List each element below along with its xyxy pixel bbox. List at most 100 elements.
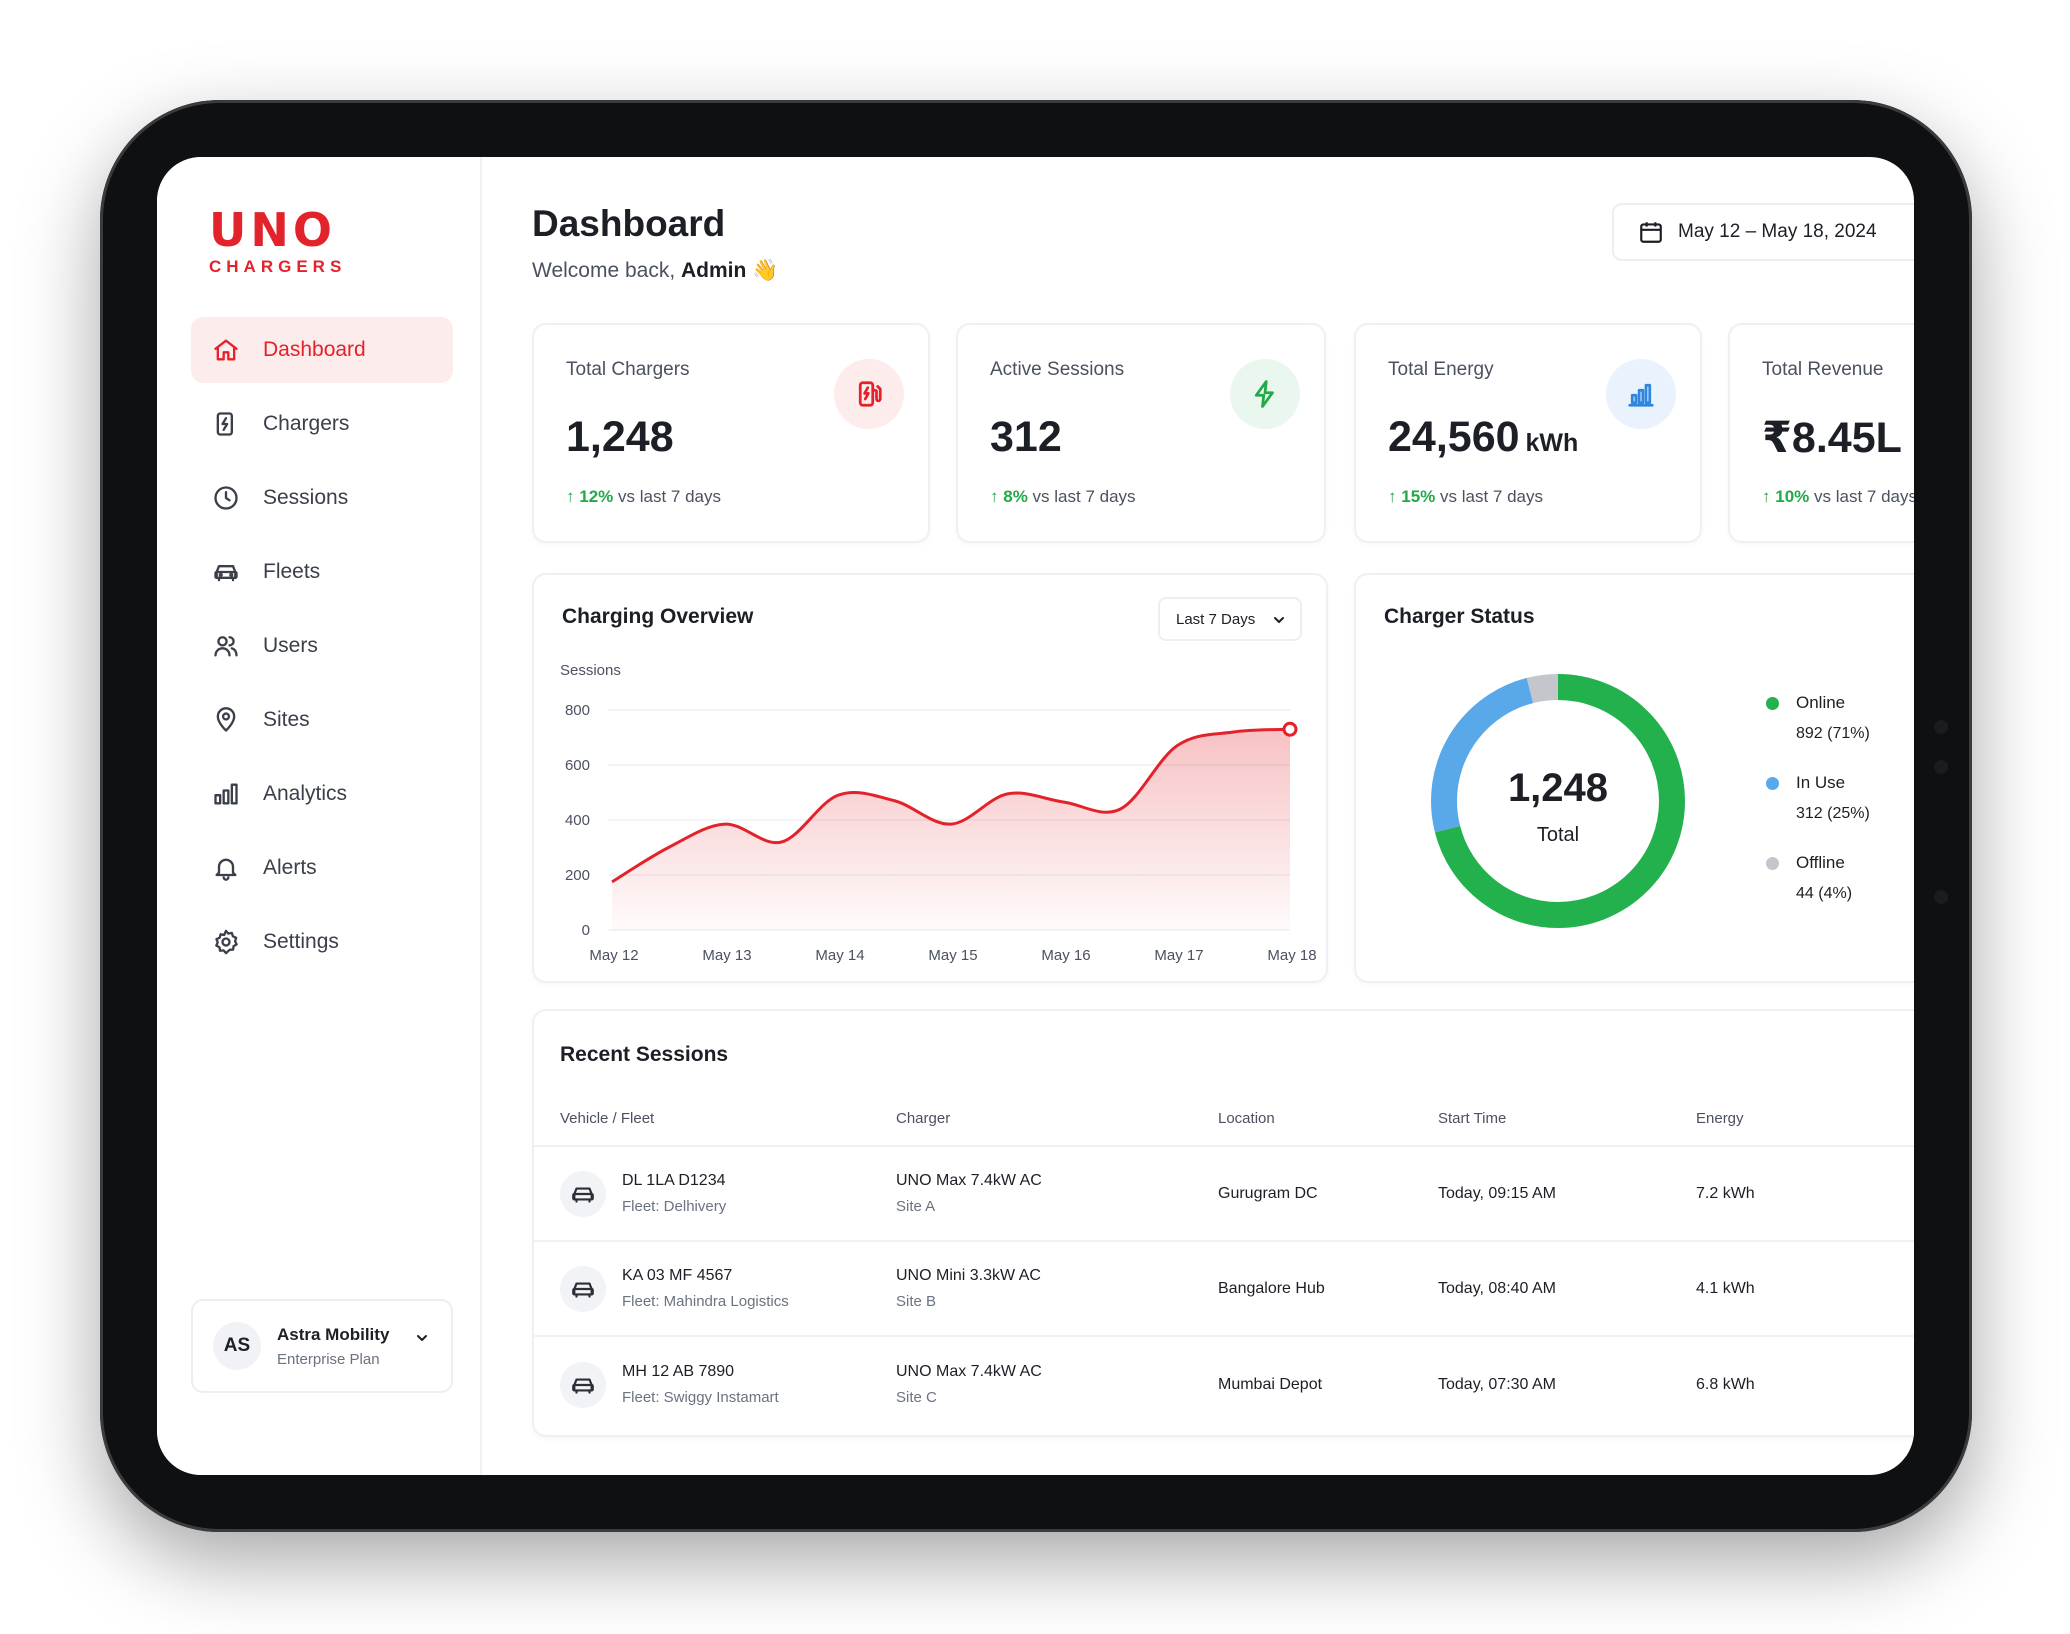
sidebar-item-users[interactable]: Users: [191, 613, 453, 679]
table-row[interactable]: MH 12 AB 7890 Fleet: Swiggy Instamart UN…: [534, 1337, 1914, 1432]
avatar: AS: [213, 1322, 261, 1370]
sidebar-item-settings[interactable]: Settings: [191, 909, 453, 975]
stat-value: ₹8.45L: [1762, 413, 1902, 463]
sidebar-item-analytics[interactable]: Analytics: [191, 761, 453, 827]
sensor-dot: [1934, 760, 1948, 774]
donut-segment-in-use[interactable]: [1431, 674, 1685, 928]
stat-card-total-revenue: Total Revenue ₹8.45L ↑ 10% vs last 7 day…: [1728, 323, 1914, 543]
arrow-up-icon: ↑: [1762, 487, 1776, 506]
stat-label: Total Revenue: [1762, 359, 1884, 380]
stat-delta: ↑ 12% vs last 7 days: [566, 487, 721, 507]
sidebar-item-sites[interactable]: Sites: [191, 687, 453, 753]
legend-name: Online: [1796, 693, 1846, 712]
stat-delta: ↑ 10% vs last 7 days: [1762, 487, 1914, 507]
location-pin-icon: [211, 705, 241, 735]
column-header[interactable]: Vehicle / Fleet: [560, 1109, 655, 1127]
x-tick-label: May 12: [589, 947, 638, 964]
sidebar-item-fleets[interactable]: Fleets: [191, 539, 453, 605]
stat-number: 312: [990, 413, 1062, 461]
sidebar-item-dashboard[interactable]: Dashboard: [191, 317, 453, 383]
sidebar-item-label: Settings: [263, 930, 339, 953]
bell-icon: [211, 853, 241, 883]
stat-value: 1,248: [566, 413, 674, 462]
logo-subtext: CHARGERS: [209, 257, 347, 276]
stat-number: ₹8.45L: [1762, 414, 1902, 462]
vehicle-number: DL 1LA D1234: [622, 1172, 726, 1189]
column-header[interactable]: Energy: [1696, 1109, 1744, 1127]
vehicle-number: KA 03 MF 4567: [622, 1267, 733, 1284]
delta-percent: 10%: [1775, 487, 1810, 506]
table-row[interactable]: KA 03 MF 4567 Fleet: Mahindra Logistics …: [534, 1242, 1914, 1337]
calendar-icon: [1640, 222, 1662, 243]
account-switcher[interactable]: AS Astra Mobility Enterprise Plan: [191, 1299, 453, 1393]
sidebar-item-label: Users: [263, 634, 318, 657]
stat-number: 24,560: [1388, 413, 1520, 461]
page-title: Dashboard: [532, 203, 726, 244]
location: Bangalore Hub: [1218, 1279, 1325, 1297]
delta-percent: 15%: [1401, 487, 1436, 506]
app-screen: UNO CHARGERS Dashboard Chargers Sessions…: [157, 157, 1914, 1475]
chart-series-line: [611, 727, 1291, 884]
location: Mumbai Depot: [1218, 1375, 1323, 1393]
gear-icon: [211, 927, 241, 957]
status-title: Charger Status: [1384, 605, 1535, 628]
column-header[interactable]: Location: [1218, 1109, 1275, 1127]
logo-text: UNO: [209, 203, 336, 257]
stat-label: Total Chargers: [566, 359, 690, 380]
legend-dot: [1766, 697, 1779, 710]
donut-segment-offline[interactable]: [1431, 674, 1685, 928]
date-range-picker[interactable]: May 12 – May 18, 2024: [1612, 203, 1914, 261]
y-tick-label: 400: [565, 812, 590, 829]
y-tick-label: 200: [565, 867, 590, 884]
charger-model: UNO Mini 3.3kW AC: [896, 1267, 1041, 1284]
chart-ylabel: Sessions: [560, 662, 621, 679]
legend-value: 892 (71%): [1796, 725, 1870, 742]
stat-unit: kWh: [1525, 429, 1579, 457]
uno-chargers-logo[interactable]: UNO CHARGERS: [209, 207, 346, 277]
welcome-prefix: Welcome back,: [532, 259, 676, 282]
stat-card-total-energy: Total Energy 24,560 kWh ↑ 15% vs last 7 d…: [1354, 323, 1702, 543]
delta-percent: 12%: [579, 487, 614, 506]
donut-total: 1,248: [1508, 766, 1608, 810]
arrow-up-icon: ↑: [566, 487, 580, 506]
charger-site: Site A: [896, 1198, 936, 1215]
range-select[interactable]: Last 7 Days: [1158, 597, 1302, 641]
sidebar: UNO CHARGERS Dashboard Chargers Sessions…: [157, 157, 482, 1475]
stat-delta: ↑ 8% vs last 7 days: [990, 487, 1136, 507]
wave-emoji: 👋: [752, 259, 779, 282]
start-time: Today, 08:40 AM: [1438, 1279, 1556, 1297]
table-header: Vehicle / Fleet Charger Location Start T…: [534, 1091, 1914, 1147]
chart-title: Charging Overview: [562, 605, 754, 628]
car-icon: [560, 1265, 606, 1312]
chart-endpoint-marker[interactable]: [1282, 721, 1298, 737]
sessions-table: Vehicle / Fleet Charger Location Start T…: [534, 1091, 1914, 1432]
sidebar-item-chargers[interactable]: Chargers: [191, 391, 453, 457]
fleet-name: Fleet: Delhivery: [622, 1198, 727, 1215]
charger-model: UNO Max 7.4kW AC: [896, 1172, 1042, 1189]
car-icon: [560, 1170, 606, 1217]
charger-icon: [834, 359, 904, 429]
recent-sessions-card: Recent Sessions Vehicle / Fleet Charger …: [532, 1009, 1914, 1437]
table-row[interactable]: DL 1LA D1234 Fleet: Delhivery UNO Max 7.…: [534, 1147, 1914, 1242]
account-plan: Enterprise Plan: [277, 1350, 380, 1368]
sensor-dot: [1934, 890, 1948, 904]
clock-icon: [211, 483, 241, 513]
sidebar-item-label: Fleets: [263, 560, 321, 583]
camera-dot: [1934, 720, 1948, 734]
chevron-down-icon: [1272, 613, 1286, 631]
column-header[interactable]: Start Time: [1438, 1109, 1507, 1127]
sidebar-item-alerts[interactable]: Alerts: [191, 835, 453, 901]
column-header[interactable]: Charger: [896, 1109, 951, 1127]
legend-name: Offline: [1796, 853, 1845, 872]
delta-text: vs last 7 days: [1814, 487, 1914, 506]
car-icon: [560, 1361, 606, 1408]
charger-model: UNO Max 7.4kW AC: [896, 1363, 1042, 1380]
welcome-message: Welcome back, Admin 👋: [532, 259, 778, 283]
main-content: Dashboard Welcome back, Admin 👋 May 12 –…: [482, 157, 1914, 1475]
car-icon: [211, 557, 241, 587]
sidebar-item-sessions[interactable]: Sessions: [191, 465, 453, 531]
status-legend: Online 892 (71%) In Use 312 (25%) Offlin…: [1766, 693, 1870, 933]
charger-status-card: Charger Status 1,248 Total Online 892 (7…: [1354, 573, 1914, 983]
chevron-down-icon: [415, 1331, 429, 1350]
x-tick-label: May 15: [928, 947, 977, 964]
